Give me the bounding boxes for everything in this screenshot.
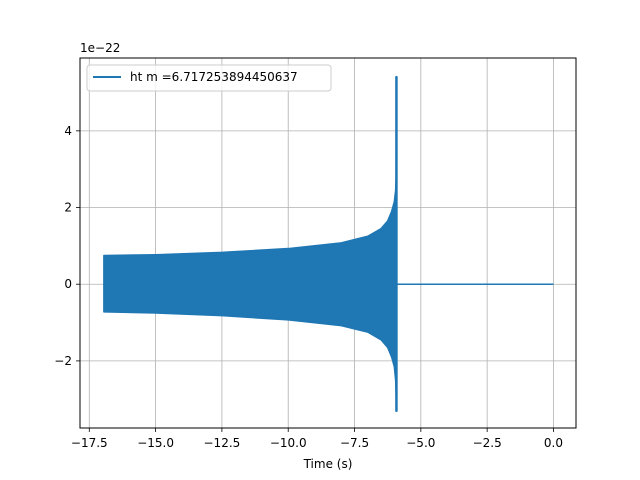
x-tick-label: −15.0	[137, 436, 174, 450]
y-offset-label: 1e−22	[80, 41, 120, 55]
y-tick-label: 2	[64, 201, 72, 215]
x-tick-label: −10.0	[270, 436, 307, 450]
x-tick-label: −5.0	[406, 436, 435, 450]
x-tick-label: −12.5	[204, 436, 241, 450]
x-tick-label: −7.5	[340, 436, 369, 450]
x-tick-label: −2.5	[473, 436, 502, 450]
y-tick-label: 4	[64, 124, 72, 138]
legend-label: ht m =6.717253894450637	[130, 70, 298, 84]
legend: ht m =6.717253894450637	[86, 64, 332, 92]
x-axis-label: Time (s)	[303, 457, 353, 471]
y-tick-label: −2	[54, 354, 72, 368]
axes-frame	[79, 57, 577, 429]
y-tick-label: 0	[64, 277, 72, 291]
x-tick-label: 0.0	[544, 436, 563, 450]
plot-area	[103, 75, 554, 412]
legend-box	[86, 64, 332, 92]
axis-ticks: −17.5 −15.0 −12.5 −10.0 −7.5 −5.0 −2.5 0.0 −2 0 2 4	[54, 124, 563, 450]
x-tick-label: −17.5	[71, 436, 108, 450]
